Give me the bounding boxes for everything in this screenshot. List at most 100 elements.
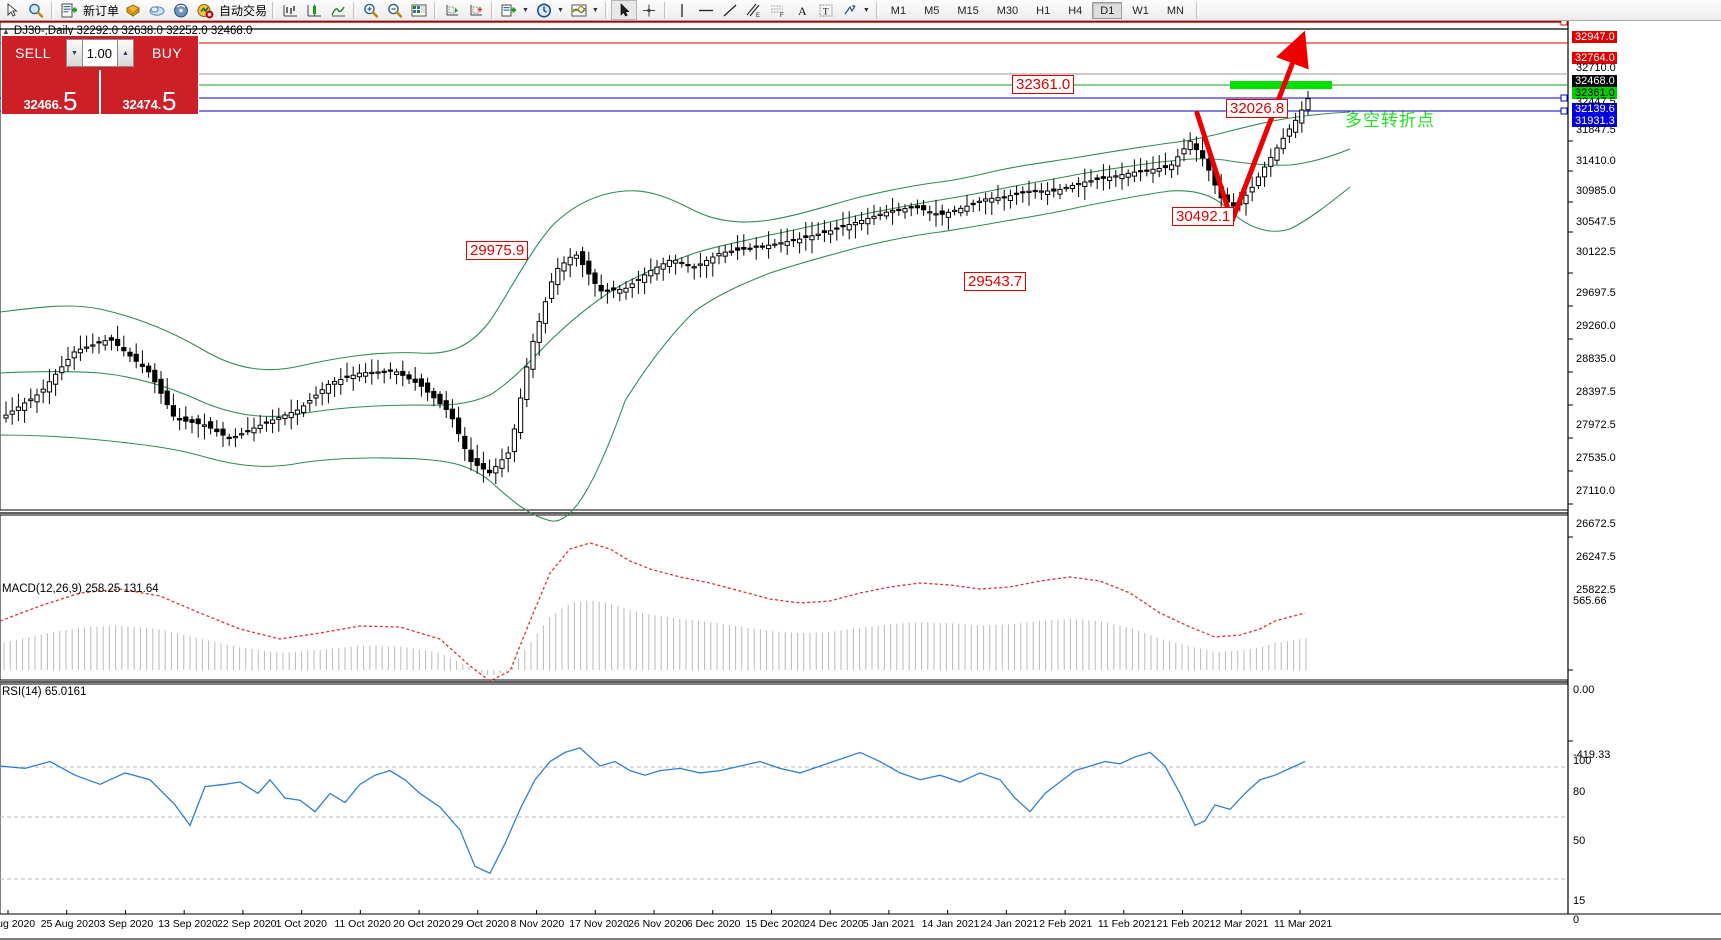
toolbar-separator — [1195, 1, 1199, 19]
autotrading-icon[interactable] — [193, 0, 217, 20]
cloud-icon[interactable] — [145, 0, 169, 20]
template-dropdown-caret-icon[interactable]: ▼ — [522, 6, 529, 14]
buy-button[interactable]: BUY — [152, 45, 182, 61]
volume-increase-button[interactable]: ▲ — [117, 39, 134, 67]
trendline-icon[interactable] — [718, 0, 742, 20]
magnifier-icon[interactable] — [24, 0, 48, 20]
bag-icon[interactable] — [121, 0, 145, 20]
navigator-icon[interactable] — [326, 0, 350, 20]
symbol-ohlc-bar: ▲ DJ30-,Daily 32292.0 32638.0 32252.0 32… — [2, 25, 252, 37]
arrows-dropdown-caret-icon[interactable]: ▼ — [862, 6, 870, 14]
x-axis-label: 25 Aug 2020 — [40, 918, 100, 930]
octp-price-row: 32466 . 5 32474 . 5 — [2, 70, 198, 114]
rsi-axis-label: 50 — [1573, 835, 1586, 847]
sell-price[interactable]: 32466 . 5 — [2, 70, 99, 114]
price-label-annotation[interactable]: 30492.1 — [1172, 207, 1235, 226]
chart-shift-icon[interactable] — [407, 0, 431, 20]
chart-canvas[interactable]: ▲ DJ30-,Daily 32292.0 32638.0 32252.0 32… — [0, 21, 1721, 940]
volume-stepper[interactable]: ▼ 1.00 ▲ — [66, 39, 134, 67]
x-axis-label: 6 Aug 2020 — [0, 918, 36, 930]
x-axis-label: 5 Jan 2021 — [862, 918, 915, 930]
auto-scroll-icon[interactable] — [440, 0, 464, 20]
x-axis-label: 20 Oct 2020 — [393, 918, 451, 930]
x-axis-label: 15 Dec 2020 — [745, 918, 805, 930]
x-axis-label: 6 Dec 2020 — [686, 918, 741, 930]
indicators-icon[interactable] — [278, 0, 302, 20]
volume-decrease-button[interactable]: ▼ — [66, 39, 83, 67]
timeframe-button-m1[interactable]: M1 — [890, 4, 907, 17]
timeframe-button-m5[interactable]: M5 — [924, 4, 940, 17]
y-axis-label: 25822.5 — [1576, 584, 1616, 596]
y-axis-label: 26247.5 — [1576, 551, 1616, 563]
y-axis-label: 29260.0 — [1576, 320, 1616, 332]
x-axis-label: 3 Sep 2020 — [99, 918, 154, 930]
y-axis-label: 30122.5 — [1576, 246, 1616, 258]
timeframe-button-m30[interactable]: M30 — [996, 4, 1019, 17]
one-click-trading-panel[interactable]: SELL ▼ 1.00 ▲ BUY 32466 . 5 32474 . — [1, 35, 199, 115]
equidistant-channel-icon[interactable]: E — [742, 0, 766, 20]
sell-button[interactable]: SELL — [15, 45, 51, 61]
chart-type-caret-icon[interactable]: ▼ — [591, 6, 599, 14]
octp-header-row: SELL ▼ 1.00 ▲ BUY — [2, 36, 198, 70]
price-label-annotation[interactable]: 32026.8 — [1226, 99, 1289, 118]
period-clock-icon[interactable] — [532, 0, 556, 20]
y-axis-label: 30985.0 — [1576, 185, 1616, 197]
rsi-axis-label: 0 — [1573, 914, 1580, 926]
chart-type-icon[interactable] — [567, 0, 591, 20]
zoom-out-icon[interactable] — [383, 0, 407, 20]
signal-icon[interactable] — [169, 0, 193, 20]
crosshair-icon[interactable] — [637, 0, 661, 20]
period-dropdown-caret-icon[interactable]: ▼ — [556, 6, 564, 14]
timeframe-group: M1 M5 M15 M30 H1 H4 D1 W1 MN — [882, 1, 1193, 19]
y-axis-label: 28835.0 — [1576, 353, 1616, 365]
price-label-annotation[interactable]: 29975.9 — [466, 241, 529, 260]
zoom-in-icon[interactable] — [359, 0, 383, 20]
sell-price-dot: . — [58, 97, 63, 112]
x-axis-label: 24 Jan 2021 — [980, 918, 1039, 930]
x-axis-label: 8 Nov 2020 — [510, 918, 565, 930]
price-label-annotation[interactable]: 29543.7 — [964, 272, 1027, 291]
text-label-icon[interactable]: A — [790, 0, 814, 20]
timeframe-button-d1[interactable]: D1 — [1092, 1, 1123, 19]
arrows-icon[interactable] — [838, 0, 862, 20]
cursor-pointer-icon[interactable] — [0, 0, 24, 20]
chart-shift-marker-icon[interactable] — [464, 0, 488, 20]
buy-price[interactable]: 32474 . 5 — [101, 70, 198, 114]
macd-axis-label: -419.33 — [1573, 749, 1611, 761]
price-label-annotation[interactable]: 32361.0 — [1012, 75, 1075, 94]
buy-price-fraction: 5 — [162, 85, 177, 116]
volume-input[interactable]: 1.00 — [83, 39, 117, 67]
octp-divider — [99, 70, 101, 114]
x-axis-label: 21 Feb 2021 — [1156, 918, 1216, 930]
timeframe-button-h1[interactable]: H1 — [1036, 4, 1051, 17]
timeframe-button-h4[interactable]: H4 — [1068, 4, 1083, 17]
collapse-arrow-icon[interactable]: ▲ — [2, 26, 10, 36]
price-tag-blue: 31931.3 — [1572, 115, 1617, 127]
rsi-axis-label: 100 — [1573, 755, 1592, 767]
x-axis-label: 22 Sep 2020 — [216, 918, 277, 930]
y-axis-label: 32710.0 — [1576, 62, 1616, 74]
template-icon[interactable] — [497, 0, 521, 20]
y-axis-label: 27110.0 — [1576, 485, 1615, 497]
svg-text:F: F — [780, 13, 784, 19]
vertical-line-icon[interactable] — [670, 0, 694, 20]
horizontal-line-icon[interactable] — [694, 0, 718, 20]
toolbar-separator — [491, 1, 495, 19]
data-window-icon[interactable] — [302, 0, 326, 20]
svg-text:E: E — [756, 13, 760, 19]
chinese-note-annotation[interactable]: 多空转折点 — [1345, 111, 1435, 131]
timeframe-button-m15[interactable]: M15 — [957, 4, 979, 17]
select-cursor-icon[interactable] — [610, 0, 637, 20]
fibonacci-icon[interactable]: F — [766, 0, 790, 20]
y-axis-label: 27535.0 — [1576, 452, 1616, 464]
text-icon[interactable]: T — [814, 0, 838, 20]
timeframe-button-w1[interactable]: W1 — [1132, 4, 1149, 17]
timeframe-button-mn[interactable]: MN — [1166, 4, 1184, 17]
x-axis-label: 13 Sep 2020 — [158, 918, 218, 930]
y-axis-label: 27972.5 — [1576, 419, 1616, 431]
macd-indicator-label: MACD(12,26,9) 258.25 131.64 — [2, 583, 159, 595]
autotrading-label[interactable]: 自动交易 — [219, 3, 268, 18]
new-order-label[interactable]: 新订单 — [83, 3, 120, 18]
x-axis-label: 1 Oct 2020 — [275, 918, 327, 930]
new-order-icon[interactable] — [57, 0, 81, 20]
